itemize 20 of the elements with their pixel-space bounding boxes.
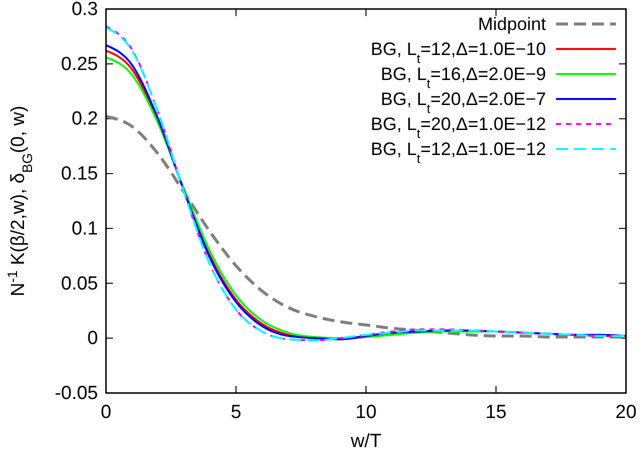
y-tick-label: 0.3: [72, 0, 98, 20]
legend-label: BG, L$_{t}$=20,Δ=2.0E−7: [380, 89, 546, 116]
legend-label: Midpoint: [478, 14, 546, 34]
legend-label: BG, L$_{t}$=16,Δ=2.0E−9: [380, 64, 546, 90]
x-tick-label: 15: [485, 402, 507, 423]
y-tick-label: 0.2: [72, 108, 98, 130]
y-tick-label: 0.25: [61, 54, 98, 75]
legend-label: BG, L$_{t}$=20,Δ=1.0E−12: [370, 114, 546, 140]
y-tick-label: 0: [87, 328, 98, 350]
y-tick-label: 0.1: [72, 218, 98, 240]
x-axis-title: w/T: [350, 431, 382, 452]
x-tick-label: 20: [615, 402, 637, 423]
y-tick-label: -0.05: [54, 383, 98, 404]
y-tick-label: 0.05: [61, 273, 98, 294]
x-tick-label: 0: [100, 402, 112, 423]
x-tick-label: 5: [230, 402, 242, 423]
y-tick-label: 0.15: [61, 164, 98, 185]
x-tick-label: 10: [355, 402, 377, 423]
legend-label: BG, L$_{t}$=12,Δ=1.0E−12: [370, 139, 546, 166]
legend-label: BG, L$_{t}$=12,Δ=1.0E−10: [370, 39, 546, 66]
